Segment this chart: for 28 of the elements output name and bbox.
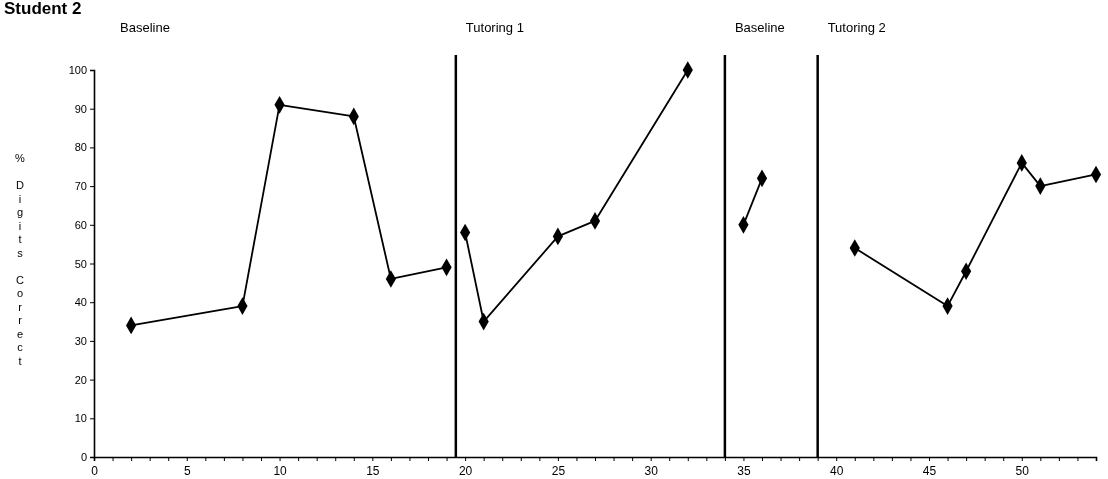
text: % Digits Correct	[15, 152, 25, 367]
y-tick-label: 50	[74, 257, 87, 270]
y-tick-label: 30	[74, 334, 87, 347]
x-tick-label: 20	[458, 463, 473, 478]
y-tick-label: 20	[74, 373, 87, 386]
x-tick-label: 45	[922, 463, 937, 478]
x-tick-label: 5	[183, 463, 191, 478]
y-tick-label: 0	[80, 451, 87, 464]
text: Tutoring 2	[827, 20, 886, 35]
y-tick-label: 100	[68, 64, 87, 77]
x-tick-label: 35	[737, 463, 751, 478]
y-tick-label: 80	[74, 141, 87, 154]
x-tick-label: 50	[1015, 463, 1030, 478]
y-tick-label: 60	[74, 218, 87, 231]
y-tick-label: 40	[74, 296, 87, 309]
y-tick-label: 70	[74, 180, 87, 193]
y-tick-label: 90	[74, 102, 87, 115]
y-tick-label: 10	[74, 412, 87, 425]
x-tick-label: 0	[91, 463, 99, 478]
x-tick-label: 15	[366, 463, 380, 478]
text: Tutoring 1	[465, 20, 524, 35]
chart-title: Student 2	[4, 0, 82, 18]
x-tick-label: 30	[644, 463, 659, 478]
x-tick-label: 10	[273, 463, 288, 478]
text: Baseline	[120, 20, 170, 35]
x-tick-label: 40	[830, 463, 844, 478]
text: Baseline	[734, 20, 785, 35]
x-tick-label: 25	[551, 463, 566, 478]
